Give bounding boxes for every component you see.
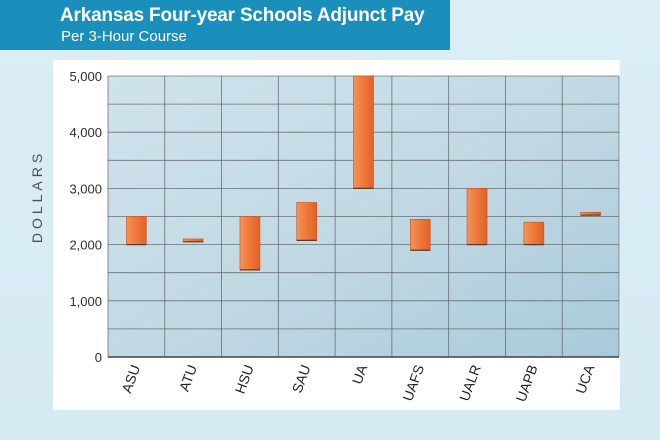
bar-hsu — [239, 216, 261, 271]
title-banner: Arkansas Four-year Schools Adjunct Pay P… — [0, 0, 450, 50]
y-tick-label: 2,000 — [69, 238, 102, 253]
x-tick-label: UAPB — [513, 363, 541, 404]
x-tick-label: ATU — [176, 363, 200, 394]
chart-subtitle: Per 3-Hour Course — [61, 28, 187, 45]
y-tick-label: 1,000 — [69, 294, 102, 309]
bar-uapb — [523, 221, 545, 245]
bar-sau — [296, 202, 318, 241]
x-tick-label: UAFS — [399, 363, 427, 404]
x-tick-label: UCA — [572, 362, 597, 396]
bar-asu — [126, 216, 147, 245]
y-tick-label: 0 — [95, 350, 102, 365]
bar-ualr — [466, 188, 488, 245]
x-tick-label: UALR — [456, 363, 484, 404]
y-axis-label: DOLLARS — [29, 150, 45, 243]
y-tick-label: 5,000 — [69, 69, 102, 84]
y-tick-label: 3,000 — [69, 181, 102, 196]
y-tick-label: 4,000 — [69, 125, 102, 140]
x-tick-label: HSU — [232, 363, 257, 396]
x-tick-label: SAU — [289, 363, 314, 396]
x-tick-label: UA — [349, 362, 371, 386]
chart-title: Arkansas Four-year Schools Adjunct Pay — [60, 5, 425, 26]
bar-ua — [353, 75, 374, 189]
bar-uafs — [409, 219, 431, 251]
x-tick-label: ASU — [118, 363, 143, 396]
